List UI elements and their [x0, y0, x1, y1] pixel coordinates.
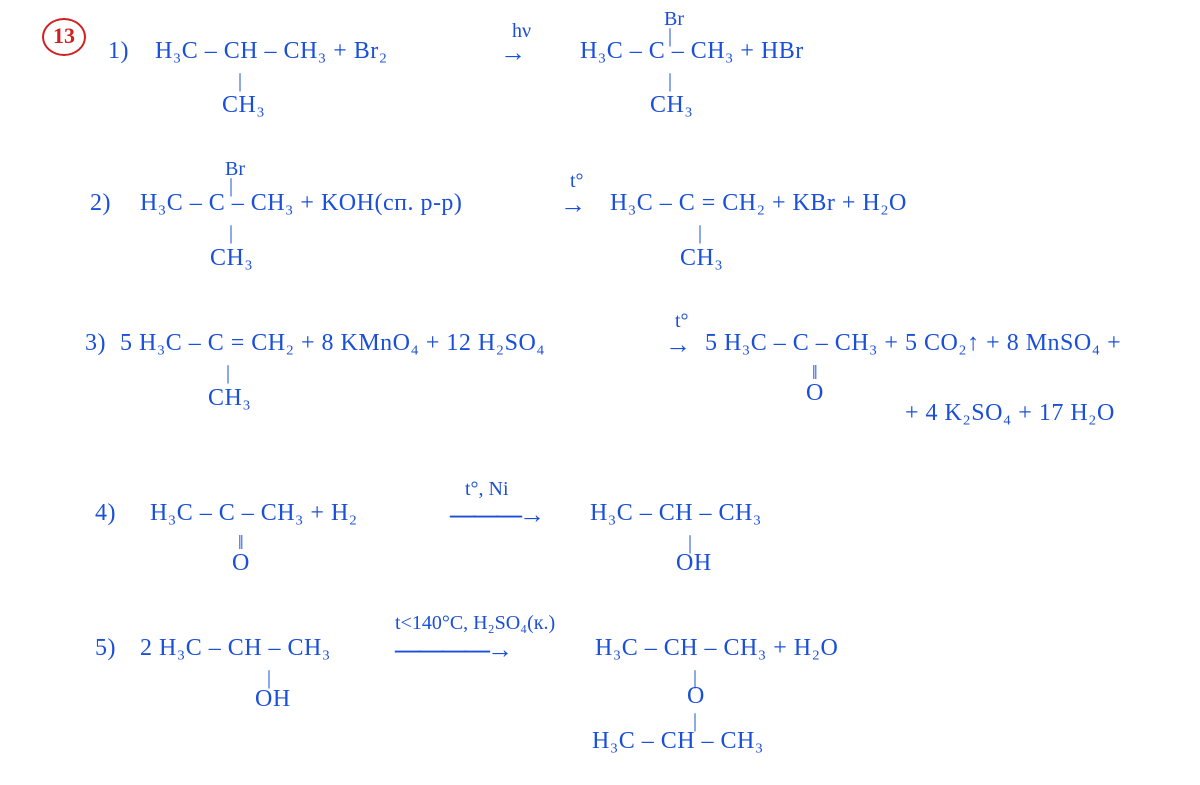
eq4-label: 4): [95, 500, 116, 527]
eq3-label: 3): [85, 330, 106, 357]
eq4-arrow-top: t°, Ni: [465, 478, 509, 501]
eq4-arrow: ———→: [450, 500, 542, 530]
eq1-rhs-top: Br: [664, 8, 684, 31]
eq4-lhs-branch: O: [232, 550, 250, 577]
eq5-lhs: 2 H₃C – CH – CH₃: [140, 635, 331, 662]
eq4-rhs-branch: OH: [676, 550, 712, 577]
eq4-lhs: H₃C – C – CH₃ + H₂: [150, 500, 358, 527]
eq1-lhs-branch: CH₃: [222, 92, 265, 119]
eq1-label: 1): [108, 38, 129, 65]
eq2-label: 2): [90, 190, 111, 217]
eq1-rhs-branch: CH₃: [650, 92, 693, 119]
eq3-lhs-bond: |: [226, 362, 230, 385]
eq5-arrow: ————→: [395, 635, 510, 665]
eq3-arrow: →: [665, 330, 691, 360]
eq1-lhs-bond: |: [238, 70, 242, 93]
eq5-rhs: H₃C – CH – CH₃ + H₂O: [595, 635, 838, 662]
eq5-rhs-mid: O: [687, 683, 705, 710]
eq2-lhs-branch: CH₃: [210, 245, 253, 272]
eq3-lhs: 5 H₃C – C = CH₂ + 8 KMnO₄ + 12 H₂SO₄: [120, 330, 545, 357]
eq1-rhs: H₃C – C – CH₃ + HBr: [580, 38, 804, 65]
eq5-lhs-branch: OH: [255, 686, 291, 713]
eq4-rhs: H₃C – CH – CH₃: [590, 500, 762, 527]
eq1-lhs: H₃C – CH – CH₃ + Br₂: [155, 38, 388, 65]
eq3-rhs-tail: + 4 K₂SO₄ + 17 H₂O: [905, 400, 1115, 427]
eq3-lhs-branch: CH₃: [208, 385, 251, 412]
eq3-rhs-branch: O: [806, 380, 824, 407]
eq2-rhs-branch: CH₃: [680, 245, 723, 272]
eq2-lhs: H₃C – C – CH₃ + KOH(сп. р-р): [140, 190, 462, 217]
eq5-label: 5): [95, 635, 116, 662]
eq2-rhs-bond: |: [698, 222, 702, 245]
eq2-arrow: →: [560, 190, 586, 220]
eq2-rhs: H₃C – C = CH₂ + KBr + H₂O: [610, 190, 907, 217]
eq2-lhs-top: Br: [225, 158, 245, 181]
eq5-rhs-bottom: H₃C – CH – CH₃: [592, 728, 764, 755]
eq3-rhs: 5 H₃C – C – CH₃ + 5 CO₂↑ + 8 MnSO₄ +: [705, 330, 1121, 357]
eq5-arrow-top: t<140°C, H₂SO₄(к.): [395, 612, 555, 635]
eq1-arrow: →: [500, 38, 526, 68]
page-number-badge: 13: [42, 18, 86, 56]
eq2-lhs-bond: |: [229, 222, 233, 245]
eq1-rhs-bond: |: [668, 70, 672, 93]
